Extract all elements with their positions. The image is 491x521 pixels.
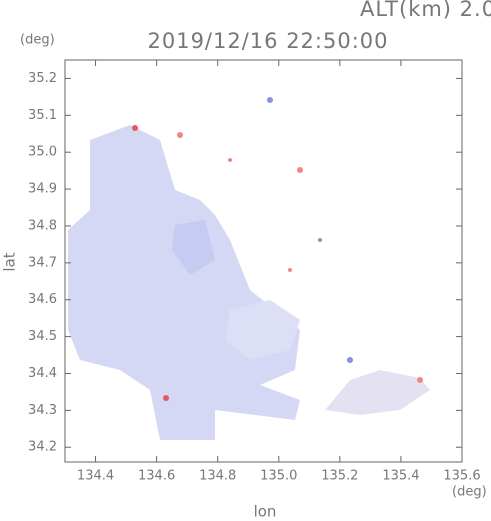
y-tick-label: 35.2 bbox=[28, 71, 57, 86]
x-tick-label: 134.8 bbox=[199, 469, 236, 484]
y-tick-label: 34.5 bbox=[28, 329, 57, 344]
y-tick-label: 34.6 bbox=[28, 292, 57, 307]
y-tick-label: 34.9 bbox=[28, 182, 57, 197]
x-tick-label: 134.6 bbox=[138, 469, 175, 484]
y-axis-title: lat bbox=[1, 252, 19, 271]
y-tick-label: 34.2 bbox=[28, 440, 57, 455]
x-tick-label: 134.4 bbox=[77, 469, 114, 484]
x-unit: (deg) bbox=[452, 485, 487, 500]
y-tick-label: 35.1 bbox=[28, 108, 57, 123]
y-tick-label: 35.0 bbox=[28, 145, 57, 160]
y-tick-label: 34.4 bbox=[28, 366, 57, 381]
y-tick-label: 34.3 bbox=[28, 403, 57, 418]
plot-frame bbox=[64, 59, 463, 463]
y-tick-label: 34.8 bbox=[28, 218, 57, 233]
x-tick-label: 135.2 bbox=[321, 469, 358, 484]
radar-echo bbox=[68, 97, 430, 440]
x-axis-title: lon bbox=[254, 503, 277, 521]
altitude-label: ALT(km) 2.0 bbox=[360, 0, 491, 21]
y-unit: (deg) bbox=[20, 33, 55, 48]
chart-title: 2019/12/16 22:50:00 bbox=[147, 29, 388, 53]
x-tick-label: 135.4 bbox=[382, 469, 419, 484]
x-tick-label: 135.6 bbox=[443, 469, 480, 484]
y-tick-label: 34.7 bbox=[28, 255, 57, 270]
x-tick-label: 135.0 bbox=[260, 469, 297, 484]
